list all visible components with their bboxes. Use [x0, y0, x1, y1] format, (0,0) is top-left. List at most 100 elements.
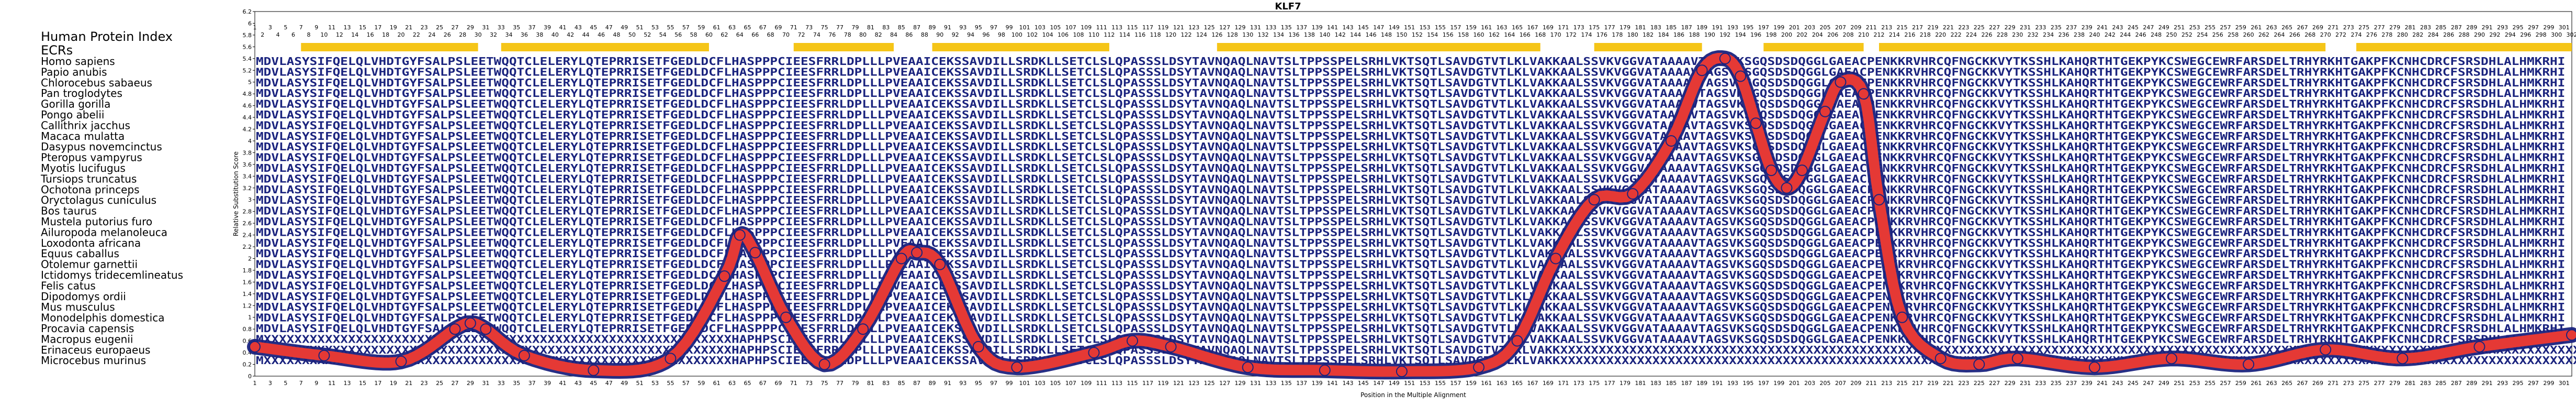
top-tick-label: 168 — [1535, 31, 1546, 38]
top-tick-label: 233 — [2035, 24, 2046, 31]
score-point — [1511, 335, 1523, 347]
top-tick-label: 106 — [1058, 31, 1068, 38]
top-tick-label: 5 — [284, 24, 287, 31]
bottom-tick-label: 257 — [2220, 380, 2231, 387]
top-tick-label: 266 — [2289, 31, 2300, 38]
top-tick-label: 119 — [1157, 24, 1168, 31]
bottom-tick-label: 273 — [2343, 380, 2354, 387]
score-point — [1127, 335, 1139, 347]
bottom-tick-label: 137 — [1296, 380, 1307, 387]
score-point — [480, 323, 492, 335]
sequence-row: MDVLASYSIFQELQLVHDTGYFSALPSLEETWQQTCLELE… — [256, 247, 2565, 260]
top-tick-label: 100 — [1011, 31, 1022, 38]
top-tick-label: 148 — [1381, 31, 1392, 38]
bottom-tick-label: 89 — [929, 380, 936, 387]
top-tick-label: 137 — [1296, 24, 1307, 31]
species-label: Chlorocebus sabaeus — [41, 76, 152, 89]
top-tick-label: 133 — [1265, 24, 1276, 31]
sequence-row: MDVLASYSIFQELQLVHDTGYFSALPSLEETWQQTCLELE… — [256, 312, 2565, 324]
bottom-tick-label: 139 — [1312, 380, 1323, 387]
sequence-row: MDVLASYSIFQELQLVHDTGYFSALPSLEETWQQTCLELE… — [256, 151, 2565, 164]
top-tick-label: 282 — [2412, 31, 2423, 38]
y-tick-label: 4.6 — [243, 103, 252, 109]
top-tick-label: 140 — [1319, 31, 1330, 38]
top-tick-label: 24 — [428, 31, 435, 38]
y-tick-label: 3.2 — [243, 185, 252, 192]
score-point — [780, 311, 792, 323]
sequence-row: MDVLASYSIFQELQLVHDTGYFSALPSLEETWQQTCLELE… — [256, 119, 2565, 131]
top-tick-label: 262 — [2258, 31, 2269, 38]
top-tick-label: 124 — [1196, 31, 1207, 38]
top-tick-label: 265 — [2281, 24, 2292, 31]
top-tick-label: 118 — [1150, 31, 1161, 38]
top-tick-label: 260 — [2243, 31, 2254, 38]
bottom-tick-label: 79 — [851, 380, 859, 387]
species-label: Procavia capensis — [41, 322, 134, 335]
top-tick-label: 38 — [536, 31, 543, 38]
top-tick-label: 46 — [598, 31, 605, 38]
y-tick-label: 1.4 — [243, 291, 252, 298]
top-tick-label: 120 — [1165, 31, 1176, 38]
bottom-tick-label: 111 — [1096, 380, 1107, 387]
bottom-tick-label: 279 — [2389, 380, 2400, 387]
bottom-tick-label: 129 — [1235, 380, 1246, 387]
ecr-bar — [1763, 43, 1864, 51]
bottom-tick-label: 145 — [1358, 380, 1369, 387]
score-point — [718, 270, 730, 282]
top-tick-label: 181 — [1635, 24, 1646, 31]
bottom-tick-label: 99 — [1006, 380, 1013, 387]
top-tick-label: 215 — [1897, 24, 1908, 31]
y-tick-label: 5.2 — [243, 67, 252, 74]
bottom-tick-label: 175 — [1589, 380, 1600, 387]
y-tick-label: 6.2 — [243, 8, 252, 15]
y-tick-label: 2.4 — [243, 232, 252, 239]
top-tick-label: 184 — [1658, 31, 1669, 38]
score-point — [1473, 361, 1485, 374]
top-tick-label: 177 — [1604, 24, 1615, 31]
top-tick-label: 271 — [2327, 24, 2338, 31]
sequence-row: MDVLASYSIFQELQLVHDTGYFSALPSLEETWQQTCLELE… — [256, 269, 2565, 281]
top-tick-label: 49 — [621, 24, 628, 31]
top-tick-label: 28 — [459, 31, 466, 38]
score-point — [2011, 353, 2023, 365]
top-tick-label: 235 — [2051, 24, 2062, 31]
top-tick-label: 160 — [1473, 31, 1484, 38]
species-label: Macropus eugenii — [41, 333, 133, 345]
score-point — [2320, 344, 2332, 356]
top-tick-label: 59 — [698, 24, 705, 31]
top-tick-label: 171 — [1558, 24, 1569, 31]
bottom-tick-label: 251 — [2174, 380, 2185, 387]
top-tick-label: 174 — [1581, 31, 1592, 38]
bottom-tick-label: 295 — [2513, 380, 2524, 387]
top-tick-label: 166 — [1520, 31, 1531, 38]
sequence-row: MDVLASYSIFQELQLVHDTGYFSALPSLEETWQQTCLELE… — [256, 279, 2565, 292]
top-tick-label: 153 — [1420, 24, 1431, 31]
top-tick-label: 270 — [2320, 31, 2331, 38]
top-tick-label: 191 — [1712, 24, 1723, 31]
top-tick-label: 213 — [1881, 24, 1892, 31]
score-point — [1750, 117, 1762, 129]
species-label: Tursiops truncatus — [40, 172, 137, 185]
top-tick-label: 159 — [1466, 24, 1477, 31]
bottom-tick-label: 201 — [1789, 380, 1800, 387]
bottom-tick-label: 287 — [2451, 380, 2462, 387]
top-tick-label: 293 — [2497, 24, 2508, 31]
bottom-tick-label: 131 — [1250, 380, 1261, 387]
top-tick-label: 264 — [2274, 31, 2285, 38]
top-tick-label: 94 — [967, 31, 974, 38]
top-tick-label: 156 — [1443, 31, 1454, 38]
top-tick-label: 65 — [744, 24, 751, 31]
top-tick-label: 183 — [1650, 24, 1661, 31]
bottom-tick-label: 243 — [2112, 380, 2123, 387]
sequence-row: MDVLASYSIFQELQLVHDTGYFSALPSLEETWQQTCLELE… — [256, 215, 2565, 228]
top-tick-label: 152 — [1412, 31, 1423, 38]
top-tick-label: 291 — [2482, 24, 2493, 31]
species-label: Dasypus novemcinctus — [41, 140, 162, 153]
top-tick-label: 227 — [1989, 24, 2000, 31]
score-point — [588, 364, 600, 376]
bottom-tick-label: 155 — [1435, 380, 1446, 387]
y-tick-label: 0.8 — [243, 326, 252, 333]
bottom-tick-label: 143 — [1342, 380, 1353, 387]
bottom-tick-label: 61 — [713, 380, 721, 387]
